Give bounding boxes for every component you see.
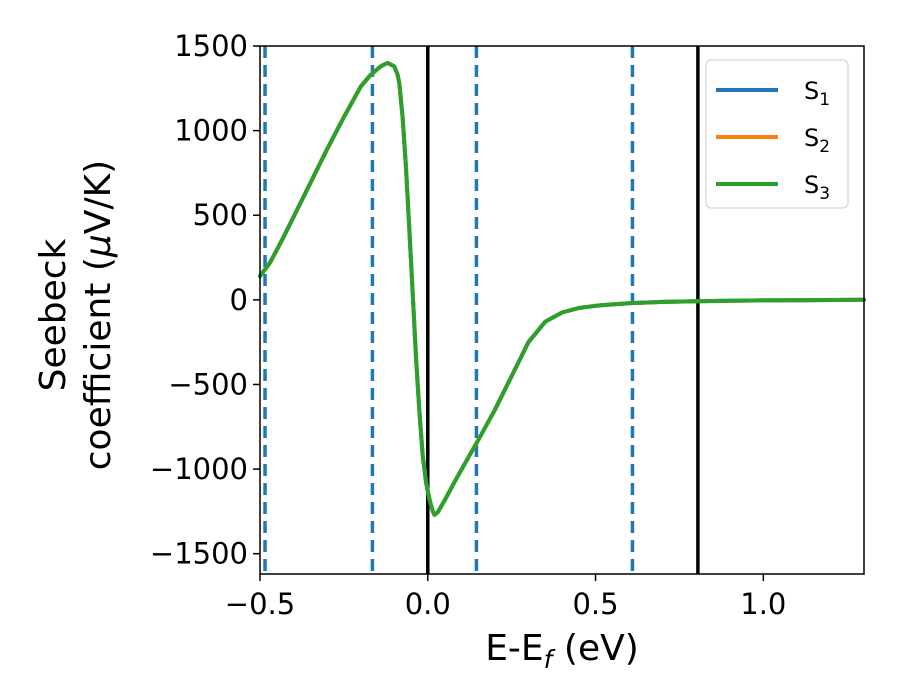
y-axis-label: Seebeck coefficient (μV/K)	[33, 160, 119, 470]
legend-label-s2: S2	[804, 124, 830, 157]
x-tick-label-3: 1.0	[740, 587, 786, 621]
legend-label-s3: S3	[804, 171, 830, 204]
plot-frame	[259, 45, 865, 575]
y-tick-label-0: 1500	[174, 29, 248, 63]
series-line-s3	[258, 60, 866, 517]
legend: S1 S2 S3	[705, 59, 849, 209]
x-tick-label-0: −0.5	[225, 587, 295, 621]
y-axis-label-line2: coefficient (μV/K)	[78, 160, 119, 470]
y-axis-label-line1: Seebeck	[33, 238, 74, 391]
y-axis-label-line2-b: V/K)	[78, 160, 119, 234]
plot-area	[258, 45, 866, 575]
x-tick-label-1: 0.0	[405, 587, 451, 621]
legend-label-s1: S1	[804, 77, 830, 110]
vertical-lines	[263, 46, 700, 574]
x-axis-label: E-Ef (eV)	[485, 628, 639, 674]
series-lines	[258, 60, 866, 517]
x-axis-label-main: E-E	[485, 628, 543, 669]
x-tick-label-2: 0.5	[572, 587, 618, 621]
x-axis-label-tail: (eV)	[552, 628, 638, 669]
y-tick-label-3: 0	[230, 283, 248, 317]
x-axis-ticks: −0.5 0.0 0.5 1.0	[225, 574, 786, 621]
y-tick-label-5: −1000	[150, 452, 248, 486]
y-axis-label-mu: μ	[78, 234, 119, 258]
y-axis-label-line2-a: coefficient (	[78, 257, 119, 470]
y-tick-label-4: −500	[168, 367, 248, 401]
y-tick-label-1: 1000	[174, 114, 248, 148]
y-tick-label-6: −1500	[150, 537, 248, 571]
legend-box	[705, 59, 849, 209]
y-tick-label-2: 500	[193, 198, 248, 232]
y-axis-ticks: 1500 1000 500 0 −500 −1000 −1500	[150, 29, 260, 571]
